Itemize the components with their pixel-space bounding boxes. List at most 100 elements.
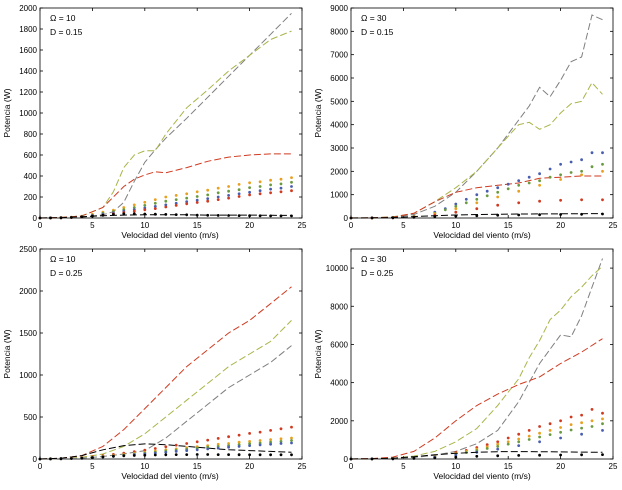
data-point xyxy=(248,444,252,447)
data-point xyxy=(269,187,272,191)
data-point xyxy=(517,437,521,441)
data-point xyxy=(269,178,272,182)
data-point xyxy=(601,422,604,426)
data-point xyxy=(464,197,468,201)
data-point xyxy=(475,201,479,205)
data-point xyxy=(506,436,510,440)
series-line xyxy=(39,320,292,460)
y-tick-label: 2000 xyxy=(19,287,37,296)
data-point xyxy=(559,453,562,457)
data-point xyxy=(258,453,262,457)
x-tick-label: 25 xyxy=(609,221,618,230)
x-tick-label: 15 xyxy=(504,462,513,471)
data-point xyxy=(290,441,293,445)
data-point xyxy=(269,453,272,457)
data-point xyxy=(216,214,220,217)
data-point xyxy=(216,186,220,190)
data-point xyxy=(538,213,541,217)
data-point xyxy=(216,198,220,202)
x-tick-label: 0 xyxy=(38,462,43,471)
chart-panel-4: 0 5 10 15 20 25 0 2000 4000 6000 8000 10000 Velocida… xyxy=(313,248,618,481)
data-point xyxy=(290,439,293,442)
data-point xyxy=(206,188,210,192)
x-tick-label: 25 xyxy=(298,221,307,230)
data-point xyxy=(153,447,157,450)
data-point xyxy=(195,448,199,452)
data-point xyxy=(454,455,458,459)
series-2 xyxy=(350,81,603,219)
data-point xyxy=(454,210,458,214)
y-tick-label: 9000 xyxy=(330,4,348,13)
data-point xyxy=(569,160,573,164)
series-2 xyxy=(39,30,292,219)
data-point xyxy=(601,151,604,155)
data-point xyxy=(174,453,178,456)
data-point xyxy=(216,195,220,199)
series-9 xyxy=(350,451,603,460)
x-tick-label: 15 xyxy=(193,221,202,230)
data-point xyxy=(237,192,241,196)
data-point xyxy=(185,202,189,206)
y-tick-label: 7000 xyxy=(330,51,348,60)
data-point xyxy=(164,205,168,209)
y-tick-label: 500 xyxy=(24,413,38,422)
data-point xyxy=(506,442,510,446)
axes-frame xyxy=(39,248,303,460)
data-point xyxy=(59,457,63,461)
y-tick-label: 2000 xyxy=(330,167,348,176)
y-tick-label: 600 xyxy=(24,151,38,160)
data-point xyxy=(485,443,489,447)
panel-annotation: Ω = 10 xyxy=(50,13,76,23)
data-point xyxy=(538,425,541,428)
data-point xyxy=(227,453,231,456)
y-tick-label: 8000 xyxy=(330,27,348,36)
data-point xyxy=(517,432,521,436)
data-point xyxy=(290,453,293,457)
data-point xyxy=(237,453,241,457)
series-line xyxy=(350,258,603,460)
data-point xyxy=(290,185,293,188)
data-point xyxy=(174,194,178,197)
data-point xyxy=(269,442,272,446)
data-point xyxy=(164,453,168,457)
data-point xyxy=(269,440,272,444)
series-1 xyxy=(350,258,603,460)
x-tick-label: 10 xyxy=(451,462,460,471)
data-point xyxy=(590,425,594,428)
y-tick-label: 8000 xyxy=(330,302,348,311)
data-point xyxy=(206,193,210,197)
series-line xyxy=(39,12,292,219)
data-point xyxy=(122,206,126,209)
data-point xyxy=(527,181,531,185)
data-point xyxy=(164,203,168,207)
data-point xyxy=(580,453,583,457)
y-tick-label: 1400 xyxy=(19,67,37,76)
data-point xyxy=(538,453,541,457)
chart-panel-1: 0 5 10 15 20 25 0 200 400 600 800 1000 1200 1400 1600 1… xyxy=(2,4,307,240)
panel-annotation: Ω = 30 xyxy=(361,13,387,23)
data-point xyxy=(485,447,489,450)
data-point xyxy=(258,439,262,442)
panel-annotation: Ω = 30 xyxy=(361,254,387,264)
y-axis-label: Potencia (W) xyxy=(2,329,12,378)
data-point xyxy=(174,198,178,202)
x-tick-label: 5 xyxy=(90,462,95,471)
data-point xyxy=(464,201,468,205)
data-point xyxy=(227,435,231,439)
data-point xyxy=(601,169,604,173)
data-point xyxy=(496,440,500,444)
data-point xyxy=(269,191,272,195)
data-point xyxy=(496,442,500,446)
y-tick-label: 0 xyxy=(344,455,349,464)
data-point xyxy=(143,204,147,207)
data-point xyxy=(538,199,541,203)
data-point xyxy=(290,425,293,429)
data-point xyxy=(517,213,521,217)
data-point xyxy=(174,204,178,207)
data-point xyxy=(206,447,210,451)
data-point xyxy=(559,162,562,166)
data-point xyxy=(496,190,500,194)
series-9 xyxy=(350,213,603,219)
data-point xyxy=(195,440,199,444)
x-tick-label: 25 xyxy=(609,462,618,471)
